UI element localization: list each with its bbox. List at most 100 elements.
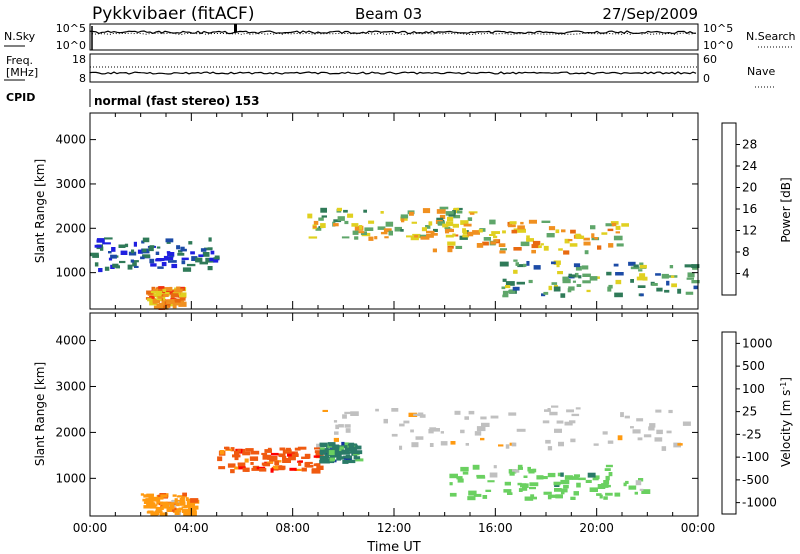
heatmap-cell	[661, 273, 669, 279]
heatmap-cell	[400, 214, 409, 219]
heatmap-cell	[141, 240, 145, 244]
y-tick-label: 1000	[55, 266, 86, 280]
nsearch-line	[89, 32, 699, 36]
power-ylabel: Slant Range [km]	[33, 159, 47, 263]
heatmap-cell	[329, 454, 337, 458]
heatmap-cell	[611, 222, 617, 227]
colorbar-tick-label: 8	[742, 245, 750, 259]
heatmap-cell	[377, 226, 386, 230]
heatmap-cell	[576, 482, 581, 488]
heatmap-cell	[198, 254, 204, 257]
heatmap-cell	[604, 484, 611, 488]
nsearch-label: N.Search	[746, 30, 796, 43]
heatmap-cell	[450, 441, 456, 445]
heatmap-cell	[472, 230, 480, 235]
heatmap-cell	[603, 480, 610, 485]
heatmap-cell	[157, 494, 162, 497]
heatmap-cell	[181, 260, 186, 265]
heatmap-cell	[607, 440, 614, 444]
nsky-panel	[89, 23, 699, 51]
heatmap-cell	[391, 408, 399, 412]
heatmap-cell	[555, 229, 560, 234]
heatmap-cell	[564, 421, 573, 426]
heatmap-cell	[328, 450, 335, 456]
heatmap-cell	[457, 478, 464, 483]
heatmap-cell	[385, 221, 394, 227]
heatmap-cell	[439, 214, 446, 219]
heatmap-cell	[456, 207, 463, 210]
heatmap-cell	[528, 279, 533, 284]
heatmap-cell	[344, 411, 352, 415]
heatmap-cell	[304, 453, 311, 459]
y-tick-label: 1000	[55, 471, 86, 485]
heatmap-cell	[157, 266, 164, 269]
heatmap-cell	[637, 285, 646, 288]
heatmap-cell	[286, 447, 291, 452]
heatmap-cell	[547, 494, 552, 500]
heatmap-cell	[153, 293, 162, 297]
colorbar-tick-label: 12	[742, 224, 757, 238]
heatmap-cell	[217, 456, 223, 462]
heatmap-cell	[420, 234, 427, 238]
heatmap-cell	[597, 245, 602, 250]
heatmap-cell	[529, 482, 539, 487]
heatmap-cell	[174, 512, 180, 515]
power-panel-frame	[89, 112, 699, 310]
heatmap-cell	[520, 483, 527, 488]
heatmap-cell	[469, 212, 475, 215]
heatmap-cell	[166, 301, 175, 304]
heatmap-cell	[156, 246, 161, 249]
heatmap-cell	[583, 241, 591, 246]
heatmap-cell	[617, 435, 623, 441]
heatmap-cell	[476, 476, 486, 479]
heatmap-cell	[163, 255, 169, 261]
colorbar-tick-label: -25	[742, 427, 762, 441]
heatmap-cell	[440, 441, 448, 446]
heatmap-cell	[169, 301, 176, 307]
heatmap-cell	[142, 248, 147, 253]
heatmap-cell	[264, 449, 272, 453]
heatmap-cell	[403, 420, 410, 424]
heatmap-cell	[336, 454, 340, 460]
heatmap-cell	[333, 420, 338, 423]
heatmap-cell	[561, 488, 568, 493]
heatmap-cell	[563, 250, 570, 255]
beam-title: Beam 03	[355, 5, 422, 23]
heatmap-cell	[503, 489, 512, 493]
heatmap-cell	[640, 293, 644, 297]
heatmap-cell	[140, 493, 144, 496]
heatmap-cell	[515, 262, 519, 266]
heatmap-cell	[262, 462, 271, 467]
heatmap-cell	[146, 493, 154, 497]
heatmap-cell	[636, 276, 644, 281]
heatmap-cell	[344, 447, 354, 452]
heatmap-cell	[289, 451, 298, 454]
heatmap-cell	[473, 493, 482, 497]
heatmap-cell	[607, 228, 614, 232]
heatmap-cell	[162, 504, 170, 508]
heatmap-cell	[316, 443, 321, 448]
heatmap-cell	[541, 293, 546, 297]
heatmap-cell	[325, 455, 329, 459]
heatmap-cell	[615, 272, 624, 276]
cpid-label: CPID	[6, 91, 35, 104]
heatmap-cell	[556, 420, 564, 424]
heatmap-cell	[167, 256, 174, 261]
heatmap-cell	[355, 231, 365, 234]
heatmap-cell	[345, 428, 351, 433]
heatmap-cell	[460, 220, 469, 225]
heatmap-cell	[685, 291, 694, 295]
heatmap-cell	[601, 232, 608, 235]
heatmap-cell	[400, 229, 404, 232]
heatmap-cell	[524, 496, 534, 501]
heatmap-cell	[151, 295, 155, 299]
heatmap-cell	[576, 235, 585, 239]
heatmap-cell	[571, 413, 580, 417]
heatmap-cell	[207, 266, 213, 271]
heatmap-cell	[250, 450, 260, 455]
heatmap-cell	[548, 226, 556, 231]
heatmap-cell	[130, 259, 134, 263]
heatmap-cell	[687, 272, 695, 278]
heatmap-cell	[181, 257, 189, 261]
heatmap-cell	[176, 495, 185, 498]
